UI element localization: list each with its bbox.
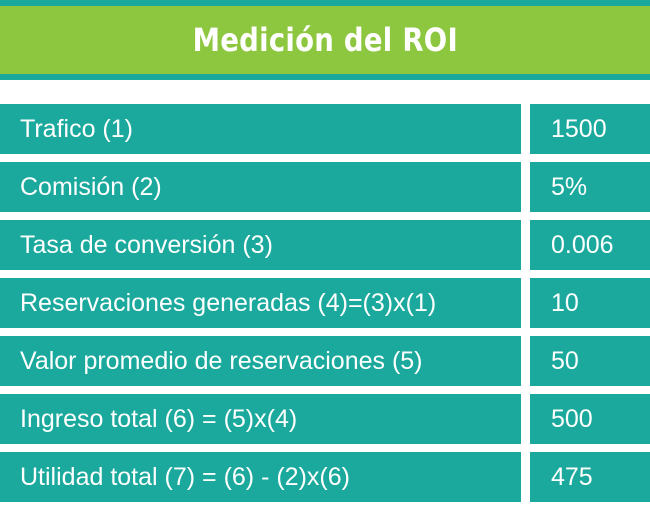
table-row-tasa-conversion: Tasa de conversión (3) 0.006 [0, 220, 650, 270]
banner-accent-strip [0, 74, 650, 80]
roi-table: Trafico (1) 1500 Comisión (2) 5% Tasa de… [0, 104, 650, 510]
row-label: Valor promedio de reservaciones (5) [0, 336, 521, 386]
title-banner: Medición del ROI [0, 6, 650, 74]
row-value: 5% [530, 162, 650, 212]
row-value: 50 [530, 336, 650, 386]
table-row-utilidad-total: Utilidad total (7) = (6) - (2)x(6) 475 [0, 452, 650, 502]
row-value: 10 [530, 278, 650, 328]
row-label: Comisión (2) [0, 162, 521, 212]
row-value: 500 [530, 394, 650, 444]
row-label: Reservaciones generadas (4)=(3)x(1) [0, 278, 521, 328]
top-accent-strip [0, 0, 650, 6]
table-row-reservaciones: Reservaciones generadas (4)=(3)x(1) 10 [0, 278, 650, 328]
table-row-comision: Comisión (2) 5% [0, 162, 650, 212]
table-row-ingreso-total: Ingreso total (6) = (5)x(4) 500 [0, 394, 650, 444]
row-label: Trafico (1) [0, 104, 521, 154]
row-label: Tasa de conversión (3) [0, 220, 521, 270]
row-label: Utilidad total (7) = (6) - (2)x(6) [0, 452, 521, 502]
row-value: 475 [530, 452, 650, 502]
row-label: Ingreso total (6) = (5)x(4) [0, 394, 521, 444]
row-value: 0.006 [530, 220, 650, 270]
page-title: Medición del ROI [192, 21, 458, 59]
table-row-trafico: Trafico (1) 1500 [0, 104, 650, 154]
row-value: 1500 [530, 104, 650, 154]
table-row-valor-promedio: Valor promedio de reservaciones (5) 50 [0, 336, 650, 386]
